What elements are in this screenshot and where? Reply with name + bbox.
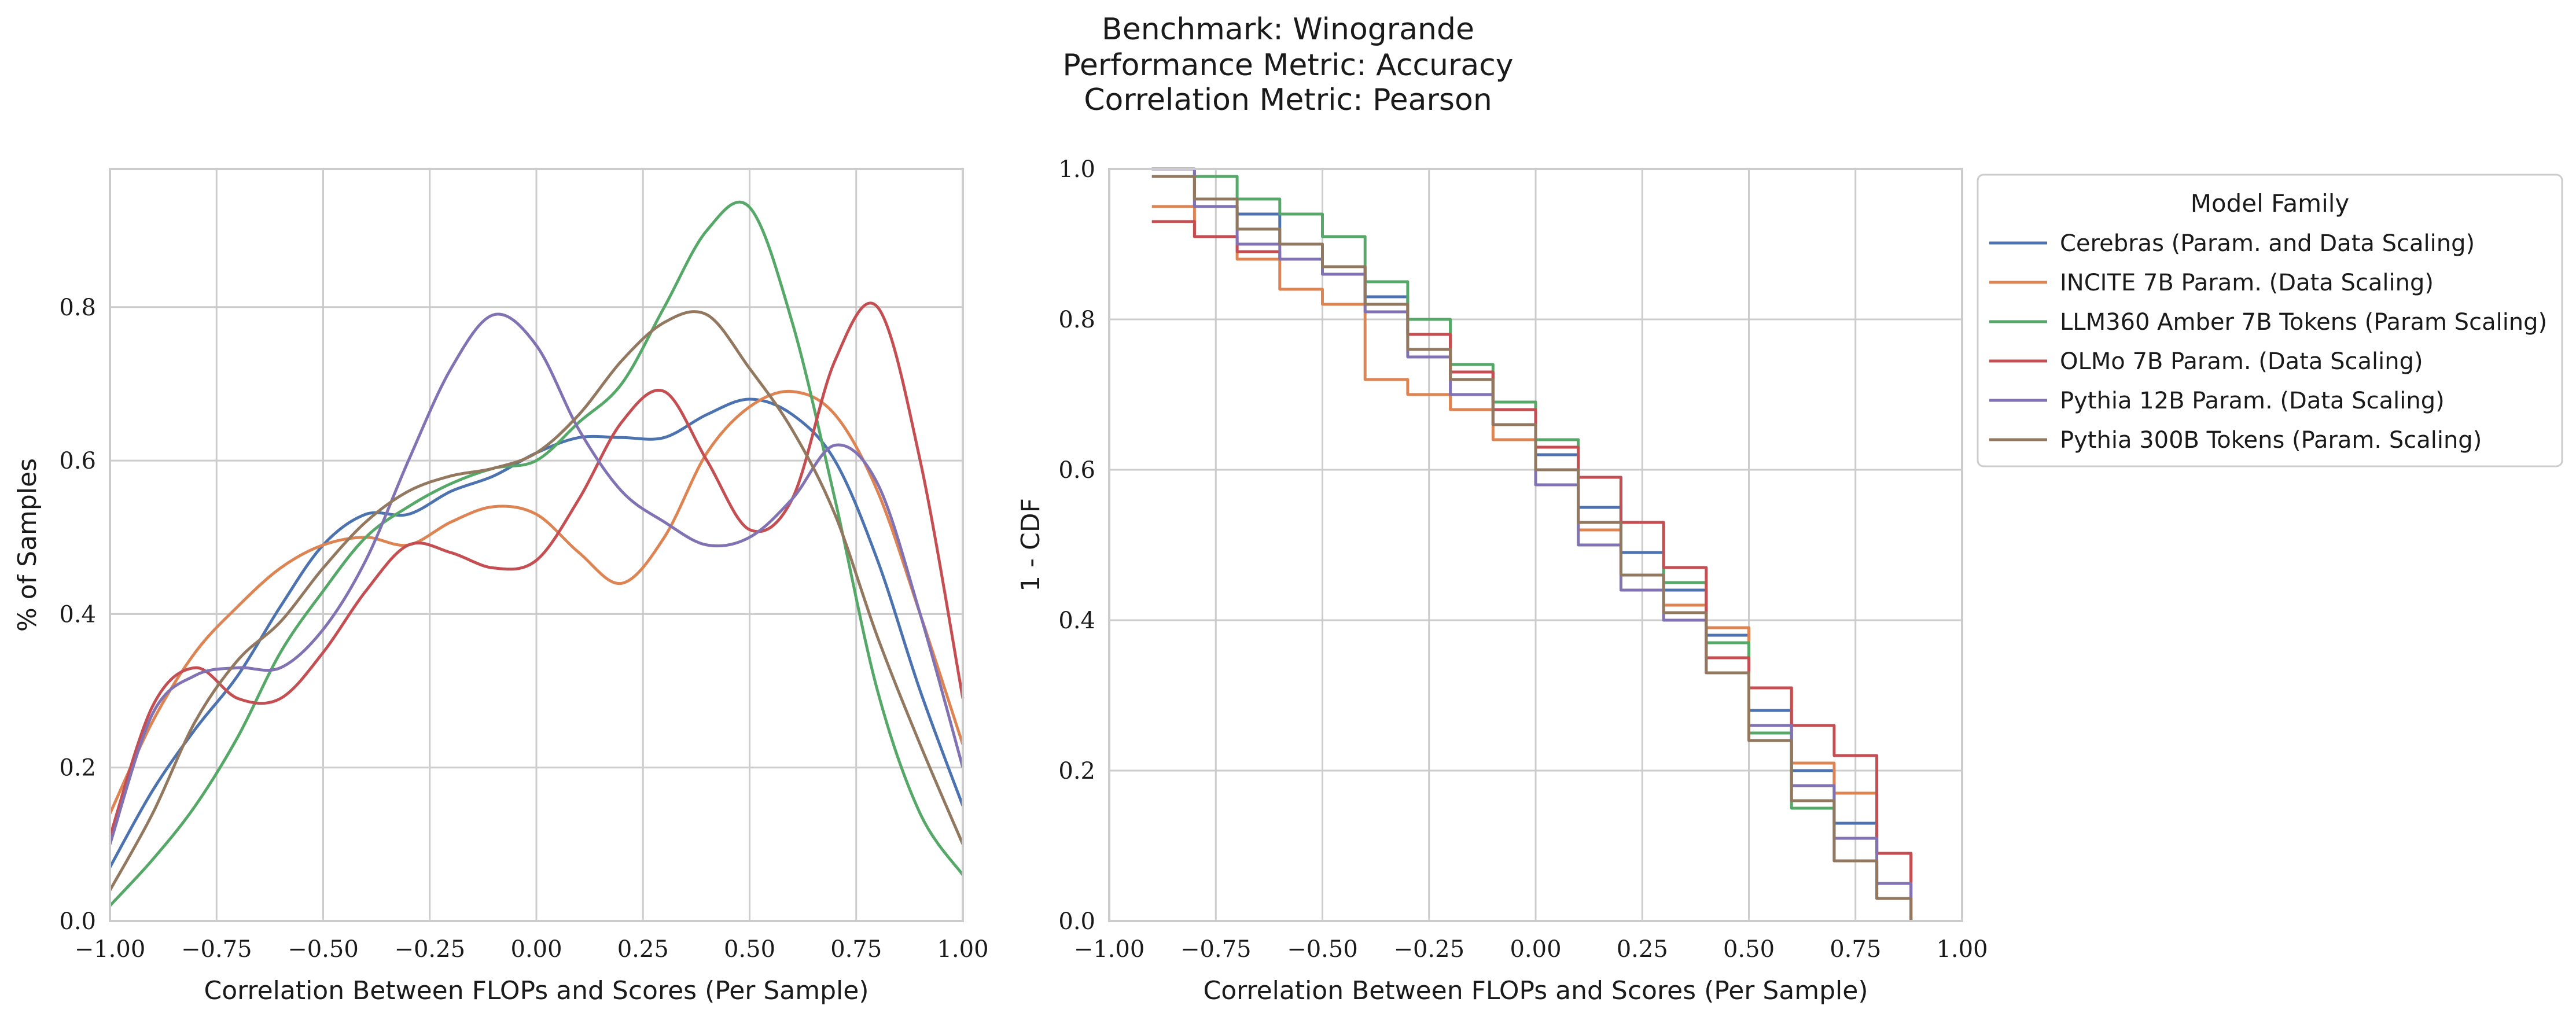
kde-axes-frame [109,168,964,922]
kde-line-pythia-12b-param-data-scaling [108,312,965,845]
cdf-x-tick-label: 0.75 [1830,936,1881,963]
kde-x-tick-label: 0.75 [830,936,882,963]
cdf-y-tick-label: 0.8 [1058,307,1095,333]
cdf-x-tick-label: 1.00 [1936,936,1988,963]
cdf-x-ticks: −1.00 −0.75 −0.50 −0.25 0.00 0.25 0.50 0.75 1.00 [1074,936,1988,963]
cdf-y-tick-label: 1.0 [1058,156,1095,183]
figure-title: Benchmark: Winogrande Performance Metric… [1062,12,1513,117]
legend-label-cerebras-param-and-data-scaling: Cerebras (Param. and Data Scaling) [2060,230,2475,257]
kde-x-tick-label: 0.00 [510,936,562,963]
cdf-x-tick-label: 0.00 [1510,936,1561,963]
kde-y-tick-label: 0.4 [59,601,96,628]
legend-label-pythia-300b-tokens-param-scaling: Pythia 300B Tokens (Param. Scaling) [2060,427,2482,454]
kde-y-tick-label: 0.0 [59,908,96,935]
title-line-3: Correlation Metric: Pearson [1084,83,1492,117]
cdf-y-tick-label: 0.0 [1058,908,1095,935]
kde-line-olmo-7b-param-data-scaling [108,301,965,837]
kde-y-tick-label: 0.2 [59,755,96,782]
cdf-x-axis-label: Correlation Between FLOPs and Scores (Pe… [1203,976,1868,1005]
kde-line-incite-7b-param-data-scaling [108,389,965,815]
legend-label-olmo-7b-param-data-scaling: OLMo 7B Param. (Data Scaling) [2060,348,2423,375]
cdf-x-tick-label: 0.50 [1723,936,1775,963]
legend: Model Family Cerebras (Param. and Data S… [1977,174,2563,467]
kde-x-ticks: −1.00 −0.75 −0.50 −0.25 0.00 0.25 0.50 0.75 1.00 [75,936,989,963]
cdf-x-tick-label: −1.00 [1074,936,1145,963]
cdf-x-tick-label: −0.50 [1287,936,1358,963]
legend-box [1977,174,2563,467]
kde-x-tick-label: −0.25 [394,936,465,963]
kde-y-axis-label: % of Samples [13,458,42,632]
legend-label-pythia-12b-param-data-scaling: Pythia 12B Param. (Data Scaling) [2060,388,2445,414]
kde-x-tick-label: −0.50 [288,936,359,963]
cdf-x-tick-label: 0.25 [1617,936,1668,963]
cdf-y-tick-label: 0.2 [1058,758,1095,784]
kde-series [108,200,965,907]
kde-panel: −1.00 −0.75 −0.50 −0.25 0.00 0.25 0.50 0.75 1.00… [13,168,989,1005]
kde-y-tick-label: 0.8 [59,294,96,321]
cdf-axes-frame [1108,168,1963,922]
kde-y-tick-label: 0.6 [59,448,96,474]
title-line-2: Performance Metric: Accuracy [1062,48,1513,83]
legend-label-llm360-amber-7b-tokens-param-scaling: LLM360 Amber 7B Tokens (Param Scaling) [2060,309,2547,336]
cdf-y-tick-label: 0.4 [1058,607,1095,634]
cdf-line-pythia-300b-tokens-param-scaling [1151,175,1913,921]
title-line-1: Benchmark: Winogrande [1102,12,1474,47]
cdf-x-tick-label: −0.75 [1180,936,1252,963]
kde-x-tick-label: 0.50 [724,936,775,963]
legend-title: Model Family [2191,189,2350,218]
kde-line-pythia-300b-tokens-param-scaling [108,310,965,892]
cdf-y-ticks: 0.0 0.2 0.4 0.6 0.8 1.0 [1058,156,1095,935]
kde-x-tick-label: 1.00 [937,936,988,963]
cdf-y-tick-label: 0.6 [1058,457,1095,484]
cdf-panel: −1.00 −0.75 −0.50 −0.25 0.00 0.25 0.50 0.75 1.00… [1016,156,1988,1005]
legend-label-incite-7b-param-data-scaling: INCITE 7B Param. (Data Scaling) [2060,270,2434,296]
legend-items: Cerebras (Param. and Data Scaling) INCITE… [1989,230,2547,454]
kde-x-tick-label: −1.00 [75,936,146,963]
kde-y-ticks: 0.0 0.2 0.4 0.6 0.8 [59,294,96,935]
cdf-series [1151,167,1913,921]
cdf-y-axis-label: 1 - CDF [1016,498,1046,592]
kde-x-tick-label: −0.75 [181,936,252,963]
kde-x-tick-label: 0.25 [617,936,669,963]
cdf-x-tick-label: −0.25 [1393,936,1464,963]
kde-x-axis-label: Correlation Between FLOPs and Scores (Pe… [204,976,869,1005]
